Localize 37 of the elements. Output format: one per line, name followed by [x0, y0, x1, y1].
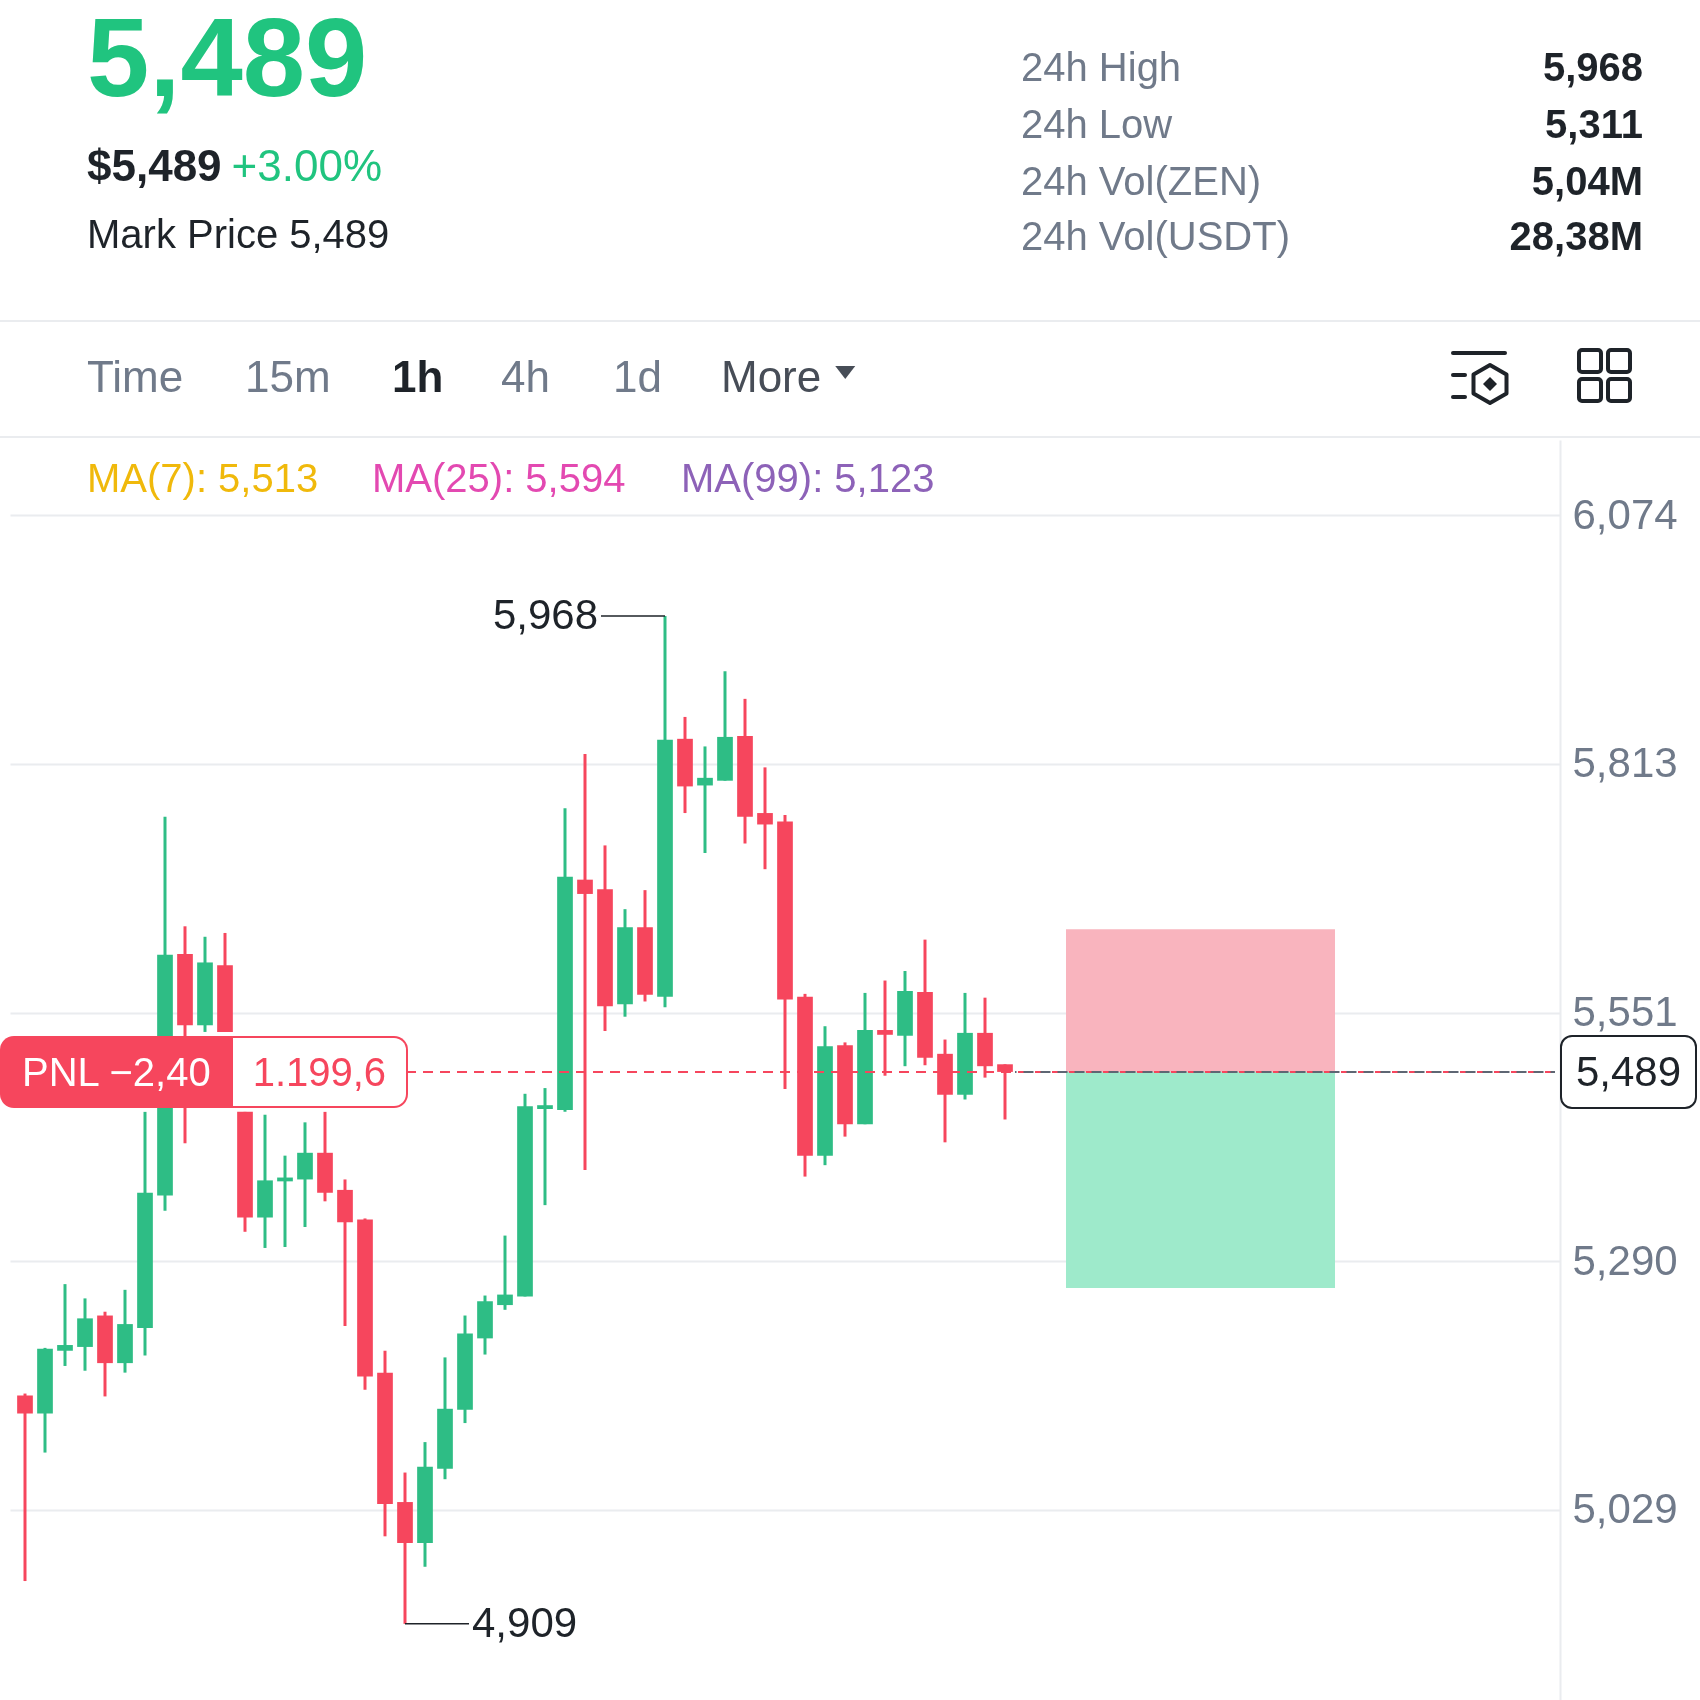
candlestick	[697, 746, 713, 854]
text: 28,38M	[1509, 214, 1643, 258]
candlestick	[537, 1088, 553, 1207]
text: 5,311	[1545, 102, 1643, 146]
text: More	[721, 352, 822, 401]
candlestick	[17, 1393, 33, 1583]
y-tick-label: 5,551	[1572, 988, 1678, 1036]
text: 5,489	[87, 0, 368, 120]
text: 24h Vol(ZEN)	[1021, 159, 1262, 203]
candlestick	[497, 1235, 513, 1310]
candlestick	[57, 1284, 73, 1366]
annotation: MA(7): 5,513	[87, 456, 319, 500]
price-tag: 5,489	[1559, 1034, 1697, 1109]
text: $5,489	[87, 141, 222, 190]
y-tick-label: 6,074	[1572, 490, 1678, 538]
annotation: MA(25): 5,594	[372, 456, 626, 500]
annotation: 1.199,6	[232, 1035, 409, 1108]
text: 24h Low	[1021, 102, 1173, 146]
text: 1h	[392, 352, 444, 401]
y-tick-label: 5,029	[1572, 1485, 1678, 1533]
text: 15m	[245, 352, 331, 401]
annotation: 4,909	[472, 1598, 578, 1646]
text: 24h High	[1021, 45, 1182, 89]
text: Time	[87, 352, 184, 401]
ref-line-label: PNL −2,40	[0, 1035, 233, 1108]
text: 4h	[501, 352, 550, 401]
text: 5,04M	[1531, 159, 1643, 203]
candlestick	[757, 767, 773, 871]
text: 1d	[613, 352, 662, 401]
text: 24h Vol(USDT)	[1021, 214, 1290, 258]
text: 5,968	[1542, 45, 1643, 89]
y-tick-label: 5,813	[1572, 739, 1678, 787]
annotation: 5,968	[492, 591, 598, 639]
text: +3.00%	[231, 141, 383, 190]
y-tick-label: 5,290	[1572, 1236, 1678, 1284]
text: Mark Price 5,489	[87, 212, 390, 256]
annotation: MA(99): 5,123	[681, 456, 935, 500]
